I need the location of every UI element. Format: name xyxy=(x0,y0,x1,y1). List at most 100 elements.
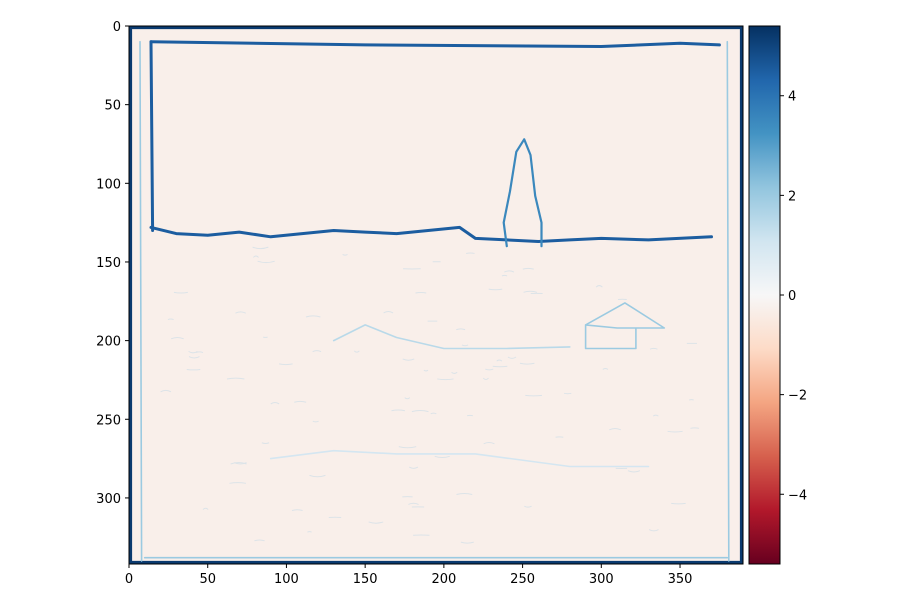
texture-stroke xyxy=(294,400,307,403)
texture-stroke xyxy=(504,270,515,273)
texture-stroke xyxy=(437,378,454,381)
y-tick-label: 200 xyxy=(96,335,121,350)
heatmap-plot-area xyxy=(128,25,744,565)
texture-stroke xyxy=(408,466,419,469)
colorbar: 4 2 0 −2 −4 xyxy=(748,25,807,565)
x-tick-label: 200 xyxy=(431,572,456,587)
texture-stroke xyxy=(188,356,200,359)
feature-left-frame-band xyxy=(139,40,143,562)
x-tick-label: 0 xyxy=(125,572,133,587)
texture-stroke xyxy=(460,541,474,544)
texture-stroke xyxy=(254,539,265,542)
y-tick-label: 150 xyxy=(96,256,121,271)
y-axis: 0 50 100 150 200 250 300 xyxy=(96,20,129,507)
texture-stroke xyxy=(667,430,683,433)
feature-frame-outer-border xyxy=(129,26,743,564)
y-tick-label: 50 xyxy=(104,99,121,114)
texture-stroke xyxy=(423,369,429,372)
texture-stroke xyxy=(173,291,188,294)
y-tick-label: 300 xyxy=(96,492,121,507)
colorbar-tick-label: 4 xyxy=(788,90,796,105)
texture-stroke xyxy=(456,492,473,496)
texture-stroke xyxy=(649,347,658,350)
texture-stroke xyxy=(451,371,458,374)
texture-stroke xyxy=(595,285,603,288)
texture-stroke xyxy=(430,412,437,415)
texture-stroke xyxy=(648,529,659,532)
texture-stroke xyxy=(188,350,198,354)
texture-stroke xyxy=(415,291,427,294)
texture-stroke xyxy=(456,328,466,331)
texture-stroke xyxy=(342,254,348,256)
ground-texture xyxy=(160,246,700,544)
colorbar-tick-label: 2 xyxy=(788,189,796,204)
x-tick-label: 150 xyxy=(353,572,378,587)
colorbar-tick-label: −4 xyxy=(788,488,807,503)
texture-stroke xyxy=(496,359,503,362)
feature-river-bank xyxy=(332,324,571,350)
texture-stroke xyxy=(404,397,411,400)
feature-horizon-edge xyxy=(149,225,713,243)
feature-inner-frame-top xyxy=(149,40,721,48)
texture-stroke xyxy=(483,442,495,445)
texture-stroke xyxy=(252,246,269,250)
texture-stroke xyxy=(261,442,270,444)
texture-stroke xyxy=(383,311,394,314)
texture-stroke xyxy=(408,502,419,505)
feature-foreground-ground xyxy=(269,449,650,468)
texture-stroke xyxy=(602,368,609,370)
texture-stroke xyxy=(291,509,303,511)
feature-house-sketch xyxy=(584,302,666,350)
y-tick-label: 0 xyxy=(113,20,121,35)
texture-stroke xyxy=(305,315,321,318)
x-axis: 0 50 100 150 200 250 300 350 xyxy=(125,564,693,587)
x-tick-label: 300 xyxy=(589,572,614,587)
plot-frame xyxy=(128,25,744,565)
feature-church-building xyxy=(502,138,543,248)
texture-stroke xyxy=(524,505,532,508)
texture-stroke xyxy=(523,290,538,293)
texture-stroke xyxy=(461,344,469,347)
texture-stroke xyxy=(482,377,489,381)
x-tick-label: 250 xyxy=(510,572,535,587)
texture-stroke xyxy=(488,288,503,291)
y-tick-label: 100 xyxy=(96,177,121,192)
texture-stroke xyxy=(235,311,246,314)
colorbar-tick-label: 0 xyxy=(788,289,796,304)
texture-stroke xyxy=(202,507,209,510)
texture-stroke xyxy=(391,409,406,412)
texture-stroke xyxy=(522,267,534,270)
texture-stroke xyxy=(230,462,247,465)
feature-right-frame-band xyxy=(726,40,730,562)
texture-stroke xyxy=(368,521,384,524)
texture-stroke xyxy=(309,474,326,478)
x-tick-label: 100 xyxy=(274,572,299,587)
texture-stroke xyxy=(312,420,319,423)
texture-stroke xyxy=(507,356,517,359)
texture-stroke xyxy=(402,358,415,361)
texture-stroke xyxy=(434,455,450,459)
texture-stroke xyxy=(312,350,322,353)
colorbar-gradient xyxy=(748,25,781,565)
texture-stroke xyxy=(229,482,247,484)
texture-stroke xyxy=(501,274,508,277)
texture-stroke xyxy=(398,446,417,449)
y-tick-label: 250 xyxy=(96,413,121,428)
feature-inner-frame-left xyxy=(149,40,155,232)
x-tick-label: 350 xyxy=(668,572,693,587)
texture-stroke xyxy=(170,337,184,340)
texture-stroke xyxy=(652,414,659,417)
x-tick-label: 50 xyxy=(199,572,216,587)
texture-stroke xyxy=(627,470,641,473)
colorbar-tick-label: −2 xyxy=(788,389,807,404)
texture-stroke xyxy=(195,351,204,354)
heatmap-background xyxy=(129,26,743,564)
texture-stroke xyxy=(353,350,360,353)
texture-stroke xyxy=(234,462,247,465)
texture-stroke xyxy=(257,260,275,264)
texture-stroke xyxy=(525,394,543,397)
texture-stroke xyxy=(226,377,245,380)
texture-stroke xyxy=(160,389,172,393)
texture-stroke xyxy=(253,255,259,258)
